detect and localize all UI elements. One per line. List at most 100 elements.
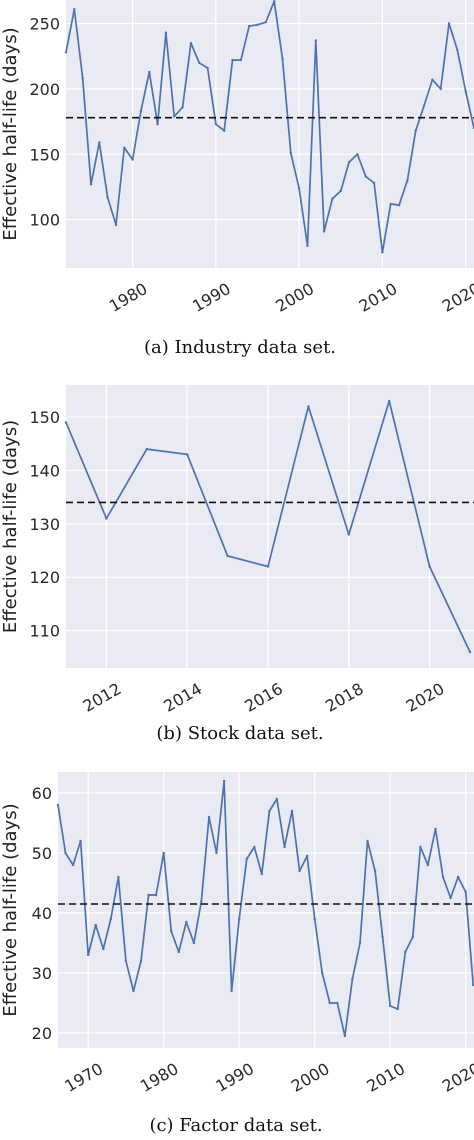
data-point: [189, 41, 193, 45]
data-point: [268, 809, 271, 813]
data-point: [266, 565, 270, 568]
data-point: [79, 839, 82, 843]
data-point: [434, 827, 437, 831]
data-point: [264, 21, 267, 24]
plot-area: [66, 385, 474, 668]
x-tick-label: 1990: [212, 1059, 257, 1096]
data-point: [131, 158, 134, 161]
data-point: [206, 66, 209, 70]
data-point: [373, 869, 377, 873]
data-point: [313, 917, 316, 921]
data-point: [283, 845, 286, 849]
chart-panel: 100 150 200 250 1980 1990 2000 2010 2020 Effectiv…: [0, 0, 474, 358]
data-point: [139, 109, 143, 113]
y-axis-label: Effective half-life (days): [0, 803, 21, 1016]
chart-panel: 20 30 40 50 60 1970 1980 1990 2000 2010 2020 Effect…: [0, 772, 474, 1136]
data-point: [428, 565, 431, 568]
data-point: [109, 917, 113, 921]
data-point: [253, 845, 256, 849]
data-point: [102, 947, 105, 951]
data-point: [162, 851, 165, 855]
data-point: [396, 1007, 399, 1011]
data-point: [351, 977, 354, 981]
data-point: [181, 106, 184, 109]
data-point: [449, 896, 452, 900]
data-point: [177, 950, 180, 954]
data-point: [389, 1004, 392, 1008]
data-point: [290, 809, 294, 813]
data-point: [64, 421, 68, 424]
x-tick-label: 2000: [272, 279, 317, 316]
data-point: [298, 869, 301, 873]
data-point: [336, 1001, 339, 1005]
y-tick-label: 110: [29, 622, 60, 641]
data-point: [222, 779, 226, 783]
data-point: [456, 875, 460, 879]
data-point: [339, 189, 342, 193]
data-point: [372, 181, 376, 185]
y-axis-label: Effective half-life (days): [0, 420, 21, 633]
data-point: [364, 175, 367, 178]
y-tick-label: 100: [29, 211, 60, 230]
data-point: [198, 61, 201, 64]
data-point: [56, 803, 60, 807]
data-point: [404, 950, 407, 954]
data-point: [114, 223, 118, 227]
data-point: [223, 129, 226, 132]
data-point: [297, 187, 301, 190]
data-point: [426, 863, 430, 867]
data-point: [230, 989, 233, 993]
x-tick-label: 2014: [160, 679, 205, 716]
data-point: [456, 48, 459, 51]
data-point: [419, 845, 422, 849]
data-point: [356, 153, 359, 156]
y-axis-label: Effective half-life (days): [0, 27, 21, 240]
data-point: [347, 160, 351, 164]
data-point: [381, 935, 384, 939]
data-point: [170, 929, 173, 933]
data-point: [411, 935, 414, 939]
data-point: [343, 1034, 347, 1038]
data-point: [94, 923, 97, 927]
x-tick-label: 1980: [137, 1059, 182, 1096]
x-tick-label: 2010: [363, 1059, 408, 1096]
data-point: [89, 183, 93, 186]
x-tick-label: 1990: [189, 279, 234, 316]
data-point: [245, 857, 248, 861]
data-point: [260, 872, 263, 876]
data-point: [306, 244, 309, 247]
chart-caption: (a) Industry data set.: [144, 337, 336, 358]
data-point: [256, 23, 259, 26]
x-tick-label: 2018: [322, 679, 367, 716]
data-point: [322, 230, 326, 233]
data-point: [98, 141, 101, 144]
data-point: [439, 87, 442, 91]
data-point: [185, 920, 188, 924]
data-point: [145, 447, 148, 451]
data-point: [186, 453, 189, 456]
data-point: [431, 78, 434, 81]
x-tick-label: 2020: [439, 1059, 474, 1096]
data-point: [328, 1001, 331, 1005]
data-point: [132, 989, 135, 993]
data-point: [73, 8, 76, 11]
data-point: [366, 839, 369, 843]
data-point: [117, 875, 120, 879]
chart-panel: 110 120 130 140 150 2012 2014 2016 2018 2020 Effec…: [0, 385, 474, 744]
y-tick-label: 60: [32, 784, 52, 803]
data-point: [207, 815, 211, 819]
x-tick-label: 2000: [288, 1059, 333, 1096]
data-point: [331, 197, 334, 200]
data-point: [87, 953, 90, 957]
x-tick-label: 1980: [106, 279, 151, 316]
data-point: [414, 129, 417, 132]
y-tick-label: 140: [29, 461, 60, 480]
x-tick-label: 2012: [80, 679, 125, 716]
data-point: [81, 77, 84, 80]
plot-area: [58, 772, 474, 1048]
data-point: [105, 517, 108, 520]
data-point: [275, 797, 279, 801]
data-point: [389, 202, 392, 206]
data-point: [238, 917, 241, 921]
